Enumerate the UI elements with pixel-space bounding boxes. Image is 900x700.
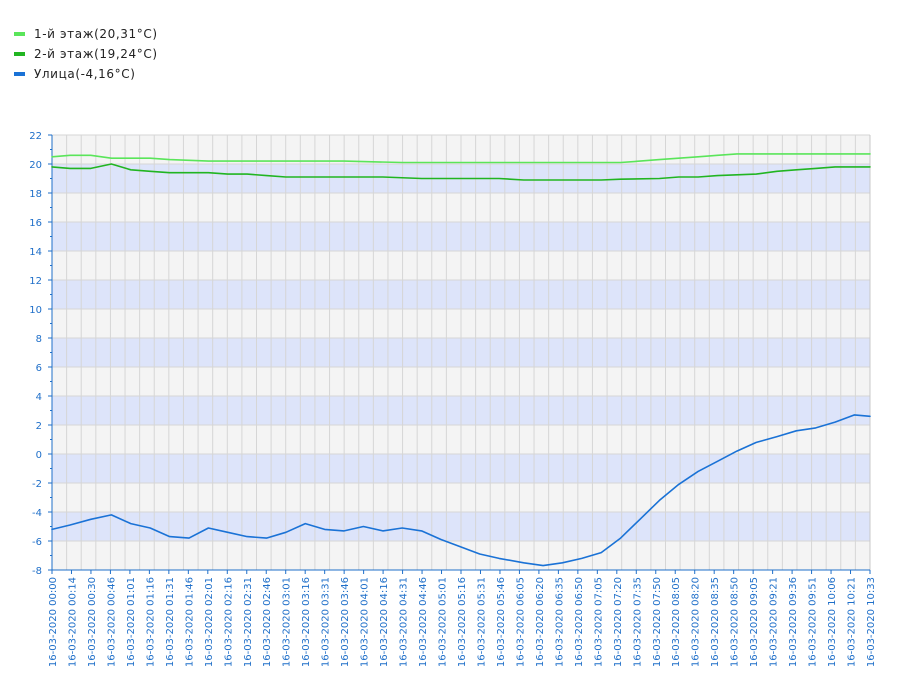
y-tick-label: 10	[29, 305, 42, 316]
legend-series-name: 2-й этаж	[34, 47, 95, 61]
x-tick-label: 16-03-2020 08:20	[691, 577, 702, 667]
x-tick-label: 16-03-2020 09:05	[749, 577, 760, 667]
x-tick-label: 16-03-2020 02:46	[262, 577, 273, 667]
x-tick-label: 16-03-2020 02:31	[243, 577, 254, 667]
y-tick-label: 12	[29, 276, 42, 287]
x-tick-label: 16-03-2020 08:50	[730, 577, 741, 667]
x-tick-label: 16-03-2020 08:05	[671, 577, 682, 667]
y-tick-label: -4	[32, 508, 42, 519]
y-tick-label: 20	[29, 160, 42, 171]
x-tick-label: 16-03-2020 05:31	[476, 577, 487, 667]
x-tick-label: 16-03-2020 06:35	[554, 577, 565, 667]
series-line	[51, 414, 871, 567]
x-tick-label: 16-03-2020 03:46	[340, 577, 351, 667]
x-tick-label: 16-03-2020 10:21	[847, 577, 858, 667]
x-tick-label: 16-03-2020 07:20	[613, 577, 624, 667]
y-tick-label: 14	[29, 247, 42, 258]
legend-current-value: (-4,16°C)	[75, 67, 136, 81]
plot-grid	[52, 134, 871, 571]
legend-current-value: (20,31°C)	[94, 27, 158, 41]
y-tick-label: 2	[36, 421, 42, 432]
y-tick-label: 0	[36, 450, 42, 461]
legend-swatch	[14, 52, 25, 56]
y-tick-label: 6	[36, 363, 42, 374]
x-tick-label: 16-03-2020 03:01	[282, 577, 293, 667]
x-tick-label: 16-03-2020 09:51	[808, 577, 819, 667]
y-tick-label: -8	[32, 566, 42, 577]
x-tick-label: 16-03-2020 01:31	[165, 577, 176, 667]
x-tick-label: 16-03-2020 00:14	[67, 577, 78, 667]
x-tick-label: 16-03-2020 06:05	[515, 577, 526, 667]
plot-series	[51, 153, 871, 567]
y-tick-label: 18	[29, 189, 42, 200]
x-tick-label: 16-03-2020 10:06	[827, 577, 838, 667]
series-line	[51, 153, 871, 164]
x-tick-label: 16-03-2020 04:01	[360, 577, 371, 667]
y-tick-label: -2	[32, 479, 42, 490]
x-tick-label: 16-03-2020 00:30	[87, 577, 98, 667]
x-tick-label: 16-03-2020 01:16	[145, 577, 156, 667]
legend-item: 2-й этаж (19,24°C)	[14, 44, 158, 64]
x-tick-label: 16-03-2020 07:05	[593, 577, 604, 667]
y-tick-label: 8	[36, 334, 42, 345]
legend-item: Улица (-4,16°C)	[14, 64, 158, 84]
x-tick-label: 16-03-2020 07:35	[632, 577, 643, 667]
y-tick-label: 4	[36, 392, 42, 403]
x-tick-label: 16-03-2020 09:21	[769, 577, 780, 667]
x-tick-label: 16-03-2020 00:00	[48, 577, 59, 667]
x-tick-label: 16-03-2020 06:20	[535, 577, 546, 667]
y-tick-label: 16	[29, 218, 42, 229]
legend-swatch	[14, 32, 25, 36]
x-tick-label: 16-03-2020 05:16	[457, 577, 468, 667]
chart-legend: 1-й этаж (20,31°C) 2-й этаж (19,24°C) Улиц…	[14, 24, 158, 84]
x-tick-label: 16-03-2020 04:46	[418, 577, 429, 667]
x-tick-label: 16-03-2020 10:33	[866, 577, 877, 667]
legend-series-name: Улица	[34, 67, 76, 81]
legend-series-name: 1-й этаж	[34, 27, 95, 41]
x-tick-label: 16-03-2020 05:46	[496, 577, 507, 667]
x-tick-label: 16-03-2020 06:50	[574, 577, 585, 667]
x-tick-label: 16-03-2020 09:36	[788, 577, 799, 667]
x-tick-label: 16-03-2020 00:46	[106, 577, 117, 667]
x-tick-label: 16-03-2020 03:16	[301, 577, 312, 667]
x-tick-label: 16-03-2020 01:46	[184, 577, 195, 667]
x-tick-label: 16-03-2020 03:31	[321, 577, 332, 667]
x-tick-label: 16-03-2020 04:16	[379, 577, 390, 667]
x-tick-label: 16-03-2020 02:01	[204, 577, 215, 667]
legend-current-value: (19,24°C)	[94, 47, 158, 61]
series-line	[51, 163, 871, 181]
x-tick-label: 16-03-2020 04:31	[399, 577, 410, 667]
legend-swatch	[14, 72, 25, 76]
legend-item: 1-й этаж (20,31°C)	[14, 24, 158, 44]
y-tick-label: 22	[29, 131, 42, 142]
x-tick-label: 16-03-2020 08:35	[710, 577, 721, 667]
x-tick-label: 16-03-2020 01:01	[126, 577, 137, 667]
x-tick-label: 16-03-2020 07:50	[652, 577, 663, 667]
x-tick-label: 16-03-2020 05:01	[438, 577, 449, 667]
x-tick-label: 16-03-2020 02:16	[223, 577, 234, 667]
y-tick-label: -6	[32, 537, 42, 548]
